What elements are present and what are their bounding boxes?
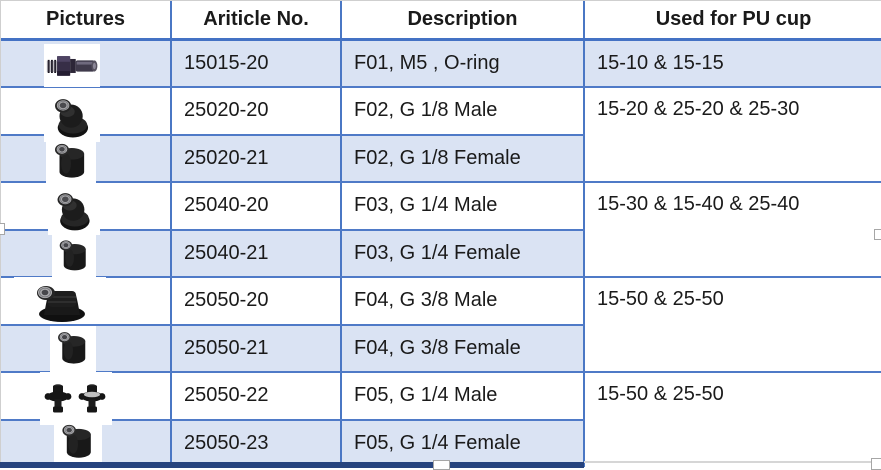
- selection-handle-bottom[interactable]: [433, 460, 450, 470]
- description-cell: F05, G 1/4 Female: [340, 419, 584, 467]
- description-cell: F03, G 1/4 Female: [340, 229, 584, 278]
- fitting-photo: [48, 186, 100, 235]
- description-cell: F05, G 1/4 Male: [340, 372, 584, 421]
- article-cell: 25040-20: [170, 182, 341, 231]
- table-row: 25020-20 F02, G 1/8 Male 15-20 & 25-20 &…: [1, 87, 881, 183]
- description-cell: F02, G 1/8 Male: [340, 87, 584, 136]
- article-cell: 25050-21: [170, 324, 341, 373]
- used-for-cell: 15-50 & 25-50: [583, 372, 881, 467]
- fitting-photo: [40, 372, 112, 425]
- table-row: 15015-20 F01, M5 , O-ring 15-10 & 15-15: [1, 39, 881, 88]
- male-fitting-icon: [54, 98, 89, 138]
- article-cell: 25050-23: [170, 419, 341, 467]
- fitting-photo: [14, 277, 106, 323]
- adapter-fitting-icon: [45, 55, 99, 77]
- used-for-cell: 15-50 & 25-50: [583, 277, 881, 373]
- table-row: 25050-20 F04, G 3/8 Male 15-50 & 25-50: [1, 277, 881, 373]
- header-row: Pictures Ariticle No. Description Used f…: [1, 1, 881, 41]
- female-fitting-icon: [57, 331, 86, 364]
- description-cell: F04, G 3/8 Male: [340, 277, 584, 326]
- female-fitting-icon: [54, 143, 85, 179]
- header-cell-description: Description: [340, 1, 584, 41]
- fitting-photo: [54, 417, 102, 468]
- article-cell: 25020-21: [170, 134, 341, 183]
- description-cell: F04, G 3/8 Female: [340, 324, 584, 373]
- fitting-photo: [44, 44, 100, 87]
- fitting-photo: [46, 139, 96, 185]
- crop-edge-line: [584, 461, 881, 463]
- table-bottom-border: [0, 462, 584, 468]
- article-cell: 15015-20: [170, 39, 341, 88]
- fitting-photo: [52, 233, 96, 280]
- table-row: 25050-23 F05, G 1/4 Female: [1, 419, 881, 467]
- female-fitting-icon: [62, 424, 92, 459]
- selection-handle-right[interactable]: [874, 229, 881, 240]
- article-cell: 25020-20: [170, 87, 341, 136]
- description-cell: F02, G 1/8 Female: [340, 134, 584, 183]
- header-cell-used-for: Used for PU cup: [583, 1, 881, 41]
- female-fitting-icon: [59, 240, 87, 271]
- used-for-cell: 15-10 & 15-15: [583, 39, 881, 88]
- flanged-male-fitting-icon: [36, 285, 86, 323]
- fitting-photo: [44, 92, 100, 142]
- header-cell-pictures: Pictures: [1, 1, 171, 41]
- description-cell: F03, G 1/4 Male: [340, 182, 584, 231]
- used-for-cell: 15-30 & 15-40 & 25-40: [583, 182, 881, 278]
- description-cell: F01, M5 , O-ring: [340, 39, 584, 88]
- used-for-cell: 15-20 & 25-20 & 25-30: [583, 87, 881, 183]
- header-cell-article-no: Ariticle No.: [170, 1, 341, 41]
- article-cell: 25050-22: [170, 372, 341, 421]
- table-row: 25040-20 F03, G 1/4 Male 15-30 & 15-40 &…: [1, 182, 881, 278]
- male-fitting-icon: [57, 192, 91, 231]
- selection-handle-bottom-right[interactable]: [871, 458, 881, 470]
- table-row: 25050-22 F05, G 1/4 Male 15-50 & 25-50: [1, 372, 881, 467]
- article-cell: 25050-20: [170, 277, 341, 326]
- article-cell: 25040-21: [170, 229, 341, 278]
- fitting-photo: [50, 326, 96, 372]
- selection-handle-left[interactable]: [0, 223, 5, 235]
